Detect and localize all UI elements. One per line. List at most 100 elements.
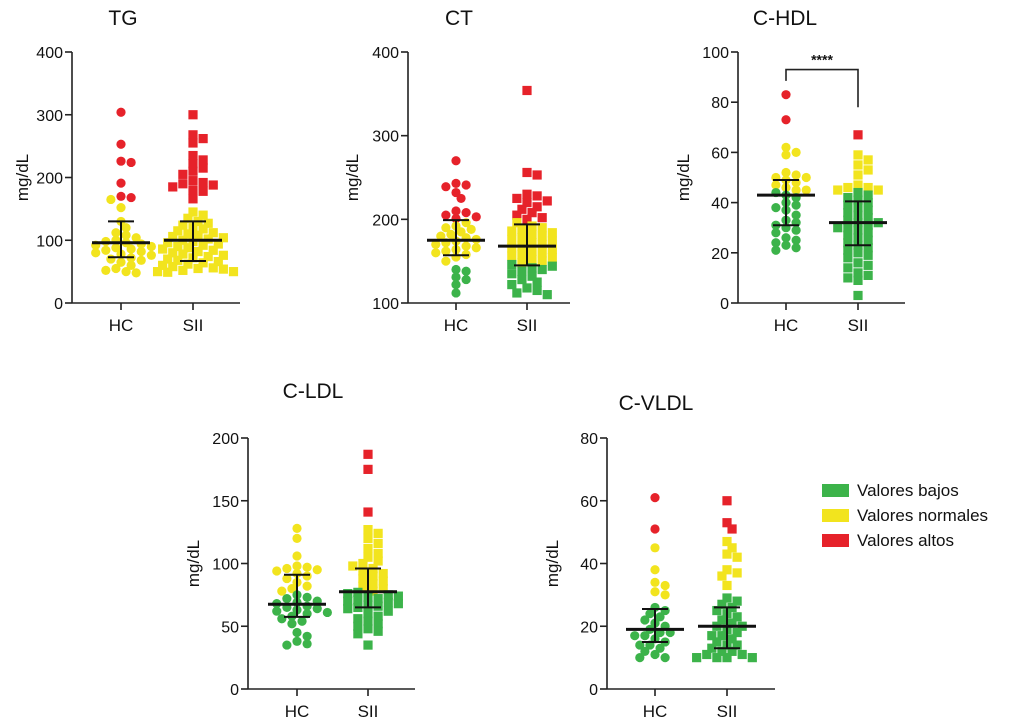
data-point-normal xyxy=(183,229,193,239)
data-point-normal xyxy=(193,230,203,240)
data-point-normal xyxy=(111,228,121,238)
data-point-bajo xyxy=(727,646,737,656)
data-point-normal xyxy=(363,552,373,562)
legend-item-alto: Valores altos xyxy=(822,528,988,553)
data-point-bajo xyxy=(781,240,791,250)
chart-panel-ct: CT mg/dL 100 200 300 400 HC SII xyxy=(343,7,570,335)
data-point-bajo xyxy=(843,208,853,218)
data-point-bajo xyxy=(791,243,801,253)
data-point-alto xyxy=(532,170,542,180)
data-point-bajo xyxy=(383,606,393,616)
data-point-normal xyxy=(292,568,302,579)
data-point-alto xyxy=(650,524,660,534)
data-point-normal xyxy=(436,231,446,241)
chart-title: TG xyxy=(108,7,137,30)
data-point-normal xyxy=(441,256,451,266)
y-tick-label: 0 xyxy=(54,296,63,313)
data-point-normal xyxy=(781,142,791,152)
data-point-normal xyxy=(173,241,183,252)
x-tick-label: SII xyxy=(183,316,204,335)
data-point-bajo xyxy=(532,277,542,287)
data-point-normal xyxy=(193,246,203,257)
data-point-bajo xyxy=(640,631,650,641)
data-point-normal xyxy=(188,207,198,217)
chart-title: C-LDL xyxy=(283,380,344,403)
data-point-normal xyxy=(517,249,527,260)
data-point-alto xyxy=(517,204,527,214)
data-point-bajo xyxy=(781,233,791,243)
data-point-normal xyxy=(168,248,178,258)
data-point-bajo xyxy=(363,624,373,634)
data-point-bajo xyxy=(630,631,640,641)
data-point-alto xyxy=(441,182,451,192)
data-point-normal xyxy=(131,233,141,243)
data-point-bajo xyxy=(791,210,801,220)
y-tick-label: 100 xyxy=(702,45,729,62)
data-point-bajo xyxy=(863,250,873,260)
data-point-normal xyxy=(358,581,368,591)
y-tick-label: 60 xyxy=(711,145,729,162)
data-point-alto xyxy=(451,206,461,216)
data-point-bajo xyxy=(645,609,655,619)
data-point-alto xyxy=(522,189,532,199)
data-point-normal xyxy=(136,246,146,257)
data-point-bajo xyxy=(373,619,383,629)
y-tick-label: 20 xyxy=(711,246,729,263)
data-point-normal xyxy=(111,263,121,274)
data-point-bajo xyxy=(451,264,461,275)
data-point-normal xyxy=(853,150,863,160)
data-point-normal xyxy=(91,248,101,258)
data-point-normal xyxy=(466,224,476,234)
data-point-bajo xyxy=(771,238,781,248)
legend-label: Valores normales xyxy=(857,505,989,525)
y-tick-label: 60 xyxy=(580,494,598,511)
data-point-normal xyxy=(277,586,287,596)
data-point-normal xyxy=(722,565,732,575)
data-point-bajo xyxy=(843,223,853,233)
x-tick-label: HC xyxy=(444,316,469,335)
data-point-normal xyxy=(163,238,173,248)
x-tick-label: HC xyxy=(109,316,134,335)
data-point-alto xyxy=(188,166,198,176)
data-point-normal xyxy=(722,549,732,559)
data-point-alto xyxy=(456,193,466,204)
data-point-bajo xyxy=(833,223,843,233)
data-point-normal xyxy=(853,160,863,170)
data-point-alto xyxy=(188,159,198,169)
data-point-normal xyxy=(116,203,126,213)
data-point-normal xyxy=(863,155,873,165)
y-axis-label: mg/dL xyxy=(13,154,32,201)
data-point-normal xyxy=(198,258,208,268)
data-point-bajo xyxy=(373,601,383,611)
data-point-alto xyxy=(198,177,208,188)
data-point-normal xyxy=(368,578,378,589)
data-point-normal xyxy=(282,563,292,574)
data-point-normal xyxy=(168,262,178,272)
data-point-bajo xyxy=(732,612,742,622)
data-point-bajo xyxy=(863,228,873,238)
data-point-normal xyxy=(116,257,126,267)
data-point-bajo xyxy=(863,243,873,253)
data-point-normal xyxy=(111,243,121,253)
data-point-alto xyxy=(461,180,471,190)
data-point-bajo xyxy=(451,288,461,298)
data-point-alto xyxy=(198,155,208,165)
data-point-alto xyxy=(522,214,532,224)
data-point-bajo xyxy=(542,290,552,300)
data-point-normal xyxy=(203,251,213,262)
data-point-bajo xyxy=(512,288,522,298)
data-point-normal xyxy=(193,263,203,274)
data-point-alto xyxy=(178,169,188,179)
data-point-normal xyxy=(527,229,537,239)
data-point-alto xyxy=(512,193,522,204)
data-point-normal xyxy=(358,566,368,576)
data-point-normal xyxy=(121,223,131,233)
data-point-normal xyxy=(650,587,660,597)
data-point-alto xyxy=(512,210,522,220)
data-point-bajo xyxy=(660,653,670,663)
data-point-normal xyxy=(517,233,527,243)
data-point-bajo xyxy=(343,589,353,599)
data-point-normal xyxy=(282,573,292,584)
data-point-normal xyxy=(801,185,811,195)
data-point-bajo xyxy=(727,634,737,644)
